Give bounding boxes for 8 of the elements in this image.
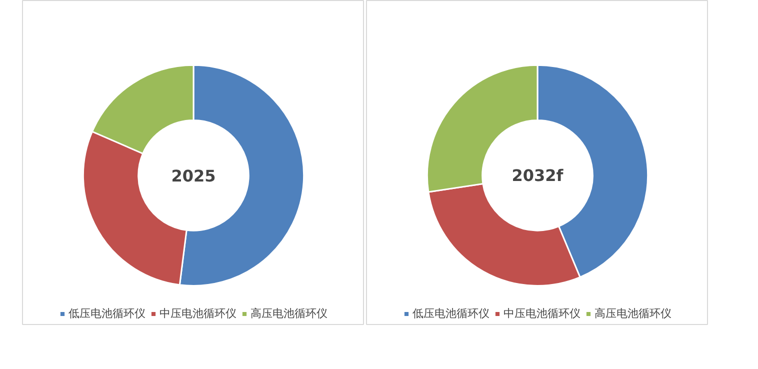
legend-label: 中压电池循环仪 — [160, 306, 236, 321]
legend-label: 高压电池循环仪 — [594, 306, 672, 321]
text: 2025 — [171, 166, 216, 186]
legend-label: 低压电池循环仪 — [412, 306, 490, 321]
legend-label: 低压电池循环仪 — [68, 306, 146, 321]
legend-label: 中压电池循环仪 — [504, 306, 580, 321]
legend-label: 高压电池循环仪 — [250, 306, 328, 321]
text: 2032f — [512, 166, 564, 185]
